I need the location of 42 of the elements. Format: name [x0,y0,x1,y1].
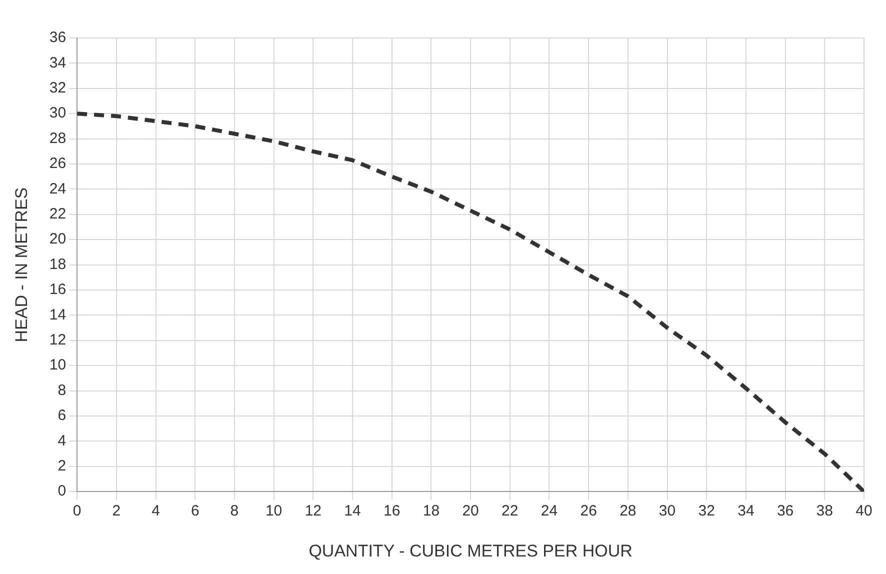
x-tick-label: 30 [658,502,676,520]
y-tick-label: 12 [49,332,66,349]
x-tick-label: 8 [230,502,239,520]
x-tick-label: 28 [620,502,636,520]
x-tick-label: 16 [384,502,400,520]
x-tick-label: 24 [540,502,558,520]
y-tick-label: 8 [58,382,66,399]
x-tick-label: 22 [502,502,518,520]
x-tick-label: 4 [152,502,160,520]
x-tick-label: 14 [344,502,361,520]
x-tick-label: 10 [265,502,282,520]
y-tick-label: 34 [49,54,66,72]
x-tick-label: 34 [738,502,754,520]
x-tick-label: 12 [304,502,322,520]
y-axis-title: HEAD - IN METRES [12,187,31,342]
x-tick-label: 18 [422,502,440,520]
y-tick-label: 26 [49,155,66,172]
y-tick-label: 10 [49,356,66,374]
x-tick-label: 38 [816,502,833,520]
x-tick-label: 26 [580,502,597,520]
y-tick-label: 6 [58,407,66,424]
x-tick-label: 6 [190,502,200,520]
y-tick-label: 18 [49,256,66,273]
y-tick-label: 36 [49,29,66,46]
y-tick-label: 24 [49,180,66,198]
y-tick-label: 28 [49,130,66,147]
y-tick-label: 4 [58,432,66,450]
y-tick-label: 22 [49,206,66,223]
x-tick-label: 36 [776,502,794,520]
y-tick-label: 14 [49,306,66,324]
y-tick-label: 0 [58,482,66,500]
x-axis-title: QUANTITY - CUBIC METRES PER HOUR [308,541,632,560]
x-tick-label: 32 [698,502,715,520]
x-tick-label: 2 [112,502,121,520]
y-tick-label: 30 [49,104,66,122]
x-tick-label: 0 [72,502,82,520]
x-tick-label: 20 [462,502,479,520]
y-tick-label: 16 [49,281,66,298]
x-tick-label: 40 [856,502,872,520]
y-tick-label: 20 [49,230,66,248]
y-tick-label: 2 [58,458,66,475]
y-tick-label: 32 [49,80,66,97]
